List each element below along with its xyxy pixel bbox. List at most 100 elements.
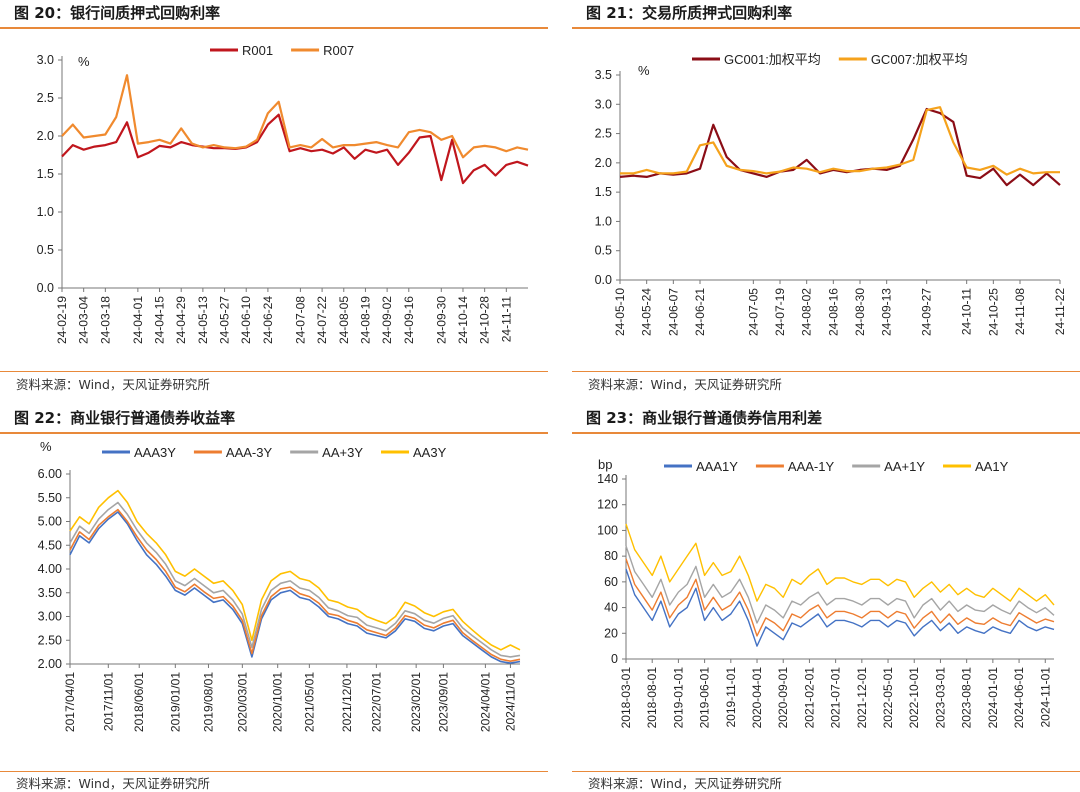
- y-tick-label: 1.5: [595, 185, 612, 199]
- x-tick-label: 24-04-01: [131, 296, 145, 344]
- x-tick-label: 24-11-22: [1053, 288, 1067, 335]
- series-line-R001: [61, 113, 529, 185]
- x-tick-label: 2020/10/01: [271, 672, 285, 732]
- x-tick-label: 2024-06-01: [1012, 667, 1026, 729]
- chart-bank-bond-yield: 2.00 2.50 3.00 3.50 4.00 4.50 5.00 5.50 6.00% 201…: [38, 439, 521, 732]
- y-tick-label: 20: [604, 626, 618, 640]
- y-tick-label: 6.00: [38, 467, 62, 481]
- x-tick-label: 24-03-04: [77, 296, 91, 344]
- x-tick-label: 2023/09/01: [436, 672, 450, 732]
- legend-label: AAA-1Y: [788, 459, 835, 474]
- series-line-AA1Y: [625, 523, 1055, 606]
- series-line-AAA-3Y: [69, 508, 521, 662]
- series-line-AAA-1Y: [625, 558, 1055, 637]
- title-rule: [572, 432, 1080, 434]
- series-line-AA+1Y: [625, 545, 1055, 624]
- x-tick-label: 2020-04-01: [750, 667, 764, 729]
- chart-repo-rate-exchange: 0.0 0.5 1.0 1.5 2.0 2.5 3.0 3.5 % 24-05-10 24-05-2…: [595, 52, 1067, 336]
- y-tick-label: 0: [611, 652, 618, 666]
- title-rule: [572, 27, 1080, 29]
- y-tick-label: 4.50: [38, 538, 62, 552]
- x-tick-label: 24-05-27: [218, 296, 232, 344]
- panel-fig21: 图 21：交易所质押式回购利率 0.0 0.5 1.0 1.5 2.0 2.5 3.0 3.5…: [572, 0, 1080, 392]
- x-tick-label: 2022-10-01: [907, 667, 921, 729]
- x-tick-label: 24-08-05: [337, 296, 351, 344]
- y-unit-label: %: [638, 63, 650, 78]
- x-tick-label: 2023/02/01: [409, 672, 423, 732]
- x-tick-label: 24-08-02: [800, 288, 814, 336]
- source-rule: [0, 371, 548, 372]
- source-rule: [0, 771, 548, 772]
- source-note: 资料来源：Wind，天风证券研究所: [16, 377, 210, 392]
- x-tick-label: 2018-08-01: [645, 667, 659, 729]
- x-tick-label: 2018-03-01: [619, 667, 633, 729]
- x-tick-label: 24-02-19: [55, 296, 69, 344]
- x-tick-label: 2024/11/01: [503, 672, 517, 731]
- y-tick-label: 2.5: [37, 91, 54, 105]
- series-line-R007: [61, 74, 529, 159]
- y-tick-label: 40: [604, 601, 618, 615]
- x-tick-label: 2021-07-01: [829, 667, 843, 729]
- y-tick-label: 2.5: [595, 127, 612, 141]
- series-line-AA+3Y: [69, 501, 521, 658]
- y-tick-label: 80: [604, 549, 618, 563]
- source-rule: [572, 371, 1080, 372]
- legend-label: AAA-3Y: [226, 445, 273, 460]
- x-tick-label: 24-10-11: [960, 288, 974, 335]
- x-tick-label: 24-05-24: [640, 288, 654, 336]
- panel-title: 图 22：商业银行普通债券收益率: [14, 409, 236, 427]
- x-tick-label: 24-10-14: [456, 296, 470, 344]
- x-tick-label: 2017/04/01: [63, 672, 77, 732]
- x-tick-label: 2022-05-01: [881, 667, 895, 729]
- x-tick-label: 2019-06-01: [698, 667, 712, 729]
- x-tick-label: 24-03-18: [98, 296, 112, 344]
- series-line-GC001: [619, 107, 1061, 187]
- chart-repo-rate-interbank: 0.0 0.5 1.0 1.5 2.0 2.5 3.0 % 24-02-19 24-03-04 24…: [37, 43, 529, 344]
- x-tick-label: 24-10-25: [986, 288, 1000, 336]
- legend-label: R001: [242, 43, 273, 58]
- y-tick-label: 0.5: [595, 244, 612, 258]
- x-tick-label: 24-05-13: [196, 296, 210, 344]
- x-tick-label: 24-07-08: [293, 296, 307, 344]
- x-tick-label: 2021/05/01: [302, 672, 316, 732]
- x-tick-label: 24-08-19: [358, 296, 372, 344]
- x-tick-label: 2023-03-01: [933, 667, 947, 729]
- x-tick-label: 24-08-30: [853, 288, 867, 336]
- y-tick-label: 0.0: [37, 281, 54, 295]
- y-tick-label: 4.00: [38, 562, 62, 576]
- y-tick-label: 2.50: [38, 633, 62, 647]
- series-line-AAA3Y: [69, 511, 521, 664]
- x-tick-label: 2018/06/01: [132, 672, 146, 732]
- y-tick-label: 3.5: [595, 68, 612, 82]
- y-tick-label: 5.50: [38, 491, 62, 505]
- y-tick-label: 3.50: [38, 586, 62, 600]
- x-tick-label: 2019-01-01: [671, 667, 685, 729]
- y-tick-label: 2.0: [595, 156, 612, 170]
- x-tick-label: 24-09-27: [920, 288, 934, 336]
- x-tick-label: 24-05-10: [613, 288, 627, 336]
- y-tick-label: 3.0: [595, 97, 612, 111]
- x-tick-label: 24-11-11: [499, 296, 513, 343]
- source-note: 资料来源：Wind，天风证券研究所: [588, 776, 782, 791]
- title-rule: [0, 27, 548, 29]
- panel-title: 图 20：银行间质押式回购利率: [14, 4, 221, 22]
- x-tick-label: 24-06-21: [693, 288, 707, 336]
- legend-label: AA+3Y: [322, 445, 363, 460]
- x-tick-label: 24-09-13: [880, 288, 894, 336]
- x-tick-label: 2020/03/01: [235, 672, 249, 732]
- legend-label: AA1Y: [975, 459, 1009, 474]
- x-tick-label: 2024-11-01: [1038, 667, 1052, 728]
- y-tick-label: 1.5: [37, 167, 54, 181]
- legend-label: AAA1Y: [696, 459, 738, 474]
- x-tick-label: 2020-09-01: [776, 667, 790, 729]
- y-tick-label: 140: [597, 472, 618, 486]
- y-tick-label: 5.00: [38, 515, 62, 529]
- y-tick-label: 100: [597, 523, 618, 537]
- panel-fig20: 图 20：银行间质押式回购利率 0.0 0.5 1.0 1.5 2.0 2.5 3.0% 24…: [0, 0, 548, 392]
- x-tick-label: 2023-08-01: [960, 667, 974, 729]
- x-tick-label: 2019/08/01: [201, 672, 215, 732]
- panel-fig22: 图 22：商业银行普通债券收益率 2.00 2.50 3.00 3.50 4.00 4.5…: [0, 405, 548, 792]
- y-tick-label: 2.0: [37, 129, 54, 143]
- legend-label: GC007:加权平均: [871, 52, 968, 67]
